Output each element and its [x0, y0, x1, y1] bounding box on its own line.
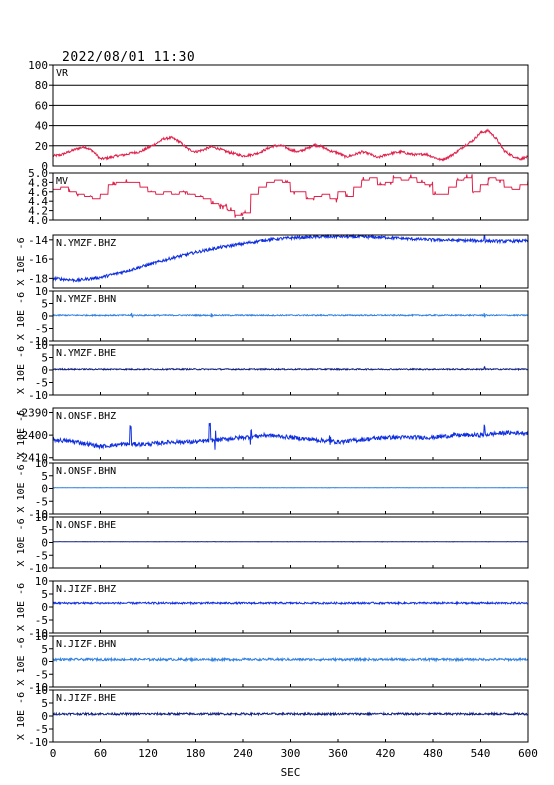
- panel-frame-n-onsf-bhe: [53, 517, 528, 568]
- xtick-label-10: 600: [518, 747, 538, 760]
- ylabel-n-jizf-bhz: X 10E -6: [16, 583, 27, 631]
- ytick-label-vr-3: 80: [35, 79, 48, 92]
- ytick-label-n-ymzf-bhe-0: 10: [35, 339, 48, 352]
- panel-label-n-ymzf-bhn: N.YMZF.BHN: [56, 294, 116, 305]
- xtick-label-2: 120: [138, 747, 158, 760]
- ytick-label-n-ymzf-bhz-2: -18: [28, 272, 48, 285]
- xtick-label-3: 180: [186, 747, 206, 760]
- ytick-label-n-ymzf-bhn-2: 0: [41, 310, 48, 323]
- x-axis-label: SEC: [281, 766, 301, 779]
- panel-label-n-ymzf-bhe: N.YMZF.BHE: [56, 348, 116, 359]
- panel-label-n-jizf-bhn: N.JIZF.BHN: [56, 639, 116, 650]
- waveform-n-ymzf-bhn: [53, 313, 528, 317]
- panel-label-n-jizf-bhz: N.JIZF.BHZ: [56, 584, 116, 595]
- xtick-label-1: 60: [94, 747, 107, 760]
- ytick-label-n-jizf-bhz-1: 5: [41, 588, 48, 601]
- ytick-label-n-onsf-bhe-3: -5: [35, 549, 48, 562]
- ylabel-n-ymzf-bhe: X 10E -6: [16, 346, 27, 394]
- ytick-label-n-jizf-bhe-3: -5: [35, 723, 48, 736]
- ytick-label-n-onsf-bhn-3: -5: [35, 495, 48, 508]
- ytick-label-mv-5: 5.0: [28, 167, 48, 180]
- xtick-label-6: 360: [328, 747, 348, 760]
- panel-label-vr: VR: [56, 68, 69, 79]
- ylabel-n-jizf-bhn: X 10E -6: [16, 637, 27, 685]
- ytick-label-n-jizf-bhe-1: 5: [41, 697, 48, 710]
- panel-label-n-onsf-bhz: N.ONSF.BHZ: [56, 411, 116, 422]
- xtick-label-5: 300: [281, 747, 301, 760]
- ytick-label-n-jizf-bhn-0: 10: [35, 630, 48, 643]
- ytick-label-n-ymzf-bhz-1: -16: [28, 253, 48, 266]
- xtick-label-0: 0: [50, 747, 57, 760]
- ytick-label-n-ymzf-bhn-0: 10: [35, 285, 48, 298]
- panel-label-mv: MV: [56, 176, 68, 187]
- chart-timestamp-title: 2022/08/01 11:30: [62, 50, 195, 65]
- ylabel-n-jizf-bhe: X 10E -6: [16, 692, 27, 740]
- ytick-label-n-onsf-bhe-1: 5: [41, 524, 48, 537]
- ytick-label-vr-0: 20: [35, 140, 48, 153]
- waveform-n-ymzf-bhe: [53, 367, 528, 370]
- waveform-n-onsf-bhz: [53, 423, 528, 450]
- ytick-label-vr-1: 40: [35, 120, 48, 133]
- waveform-vr: [53, 130, 528, 161]
- ytick-label-n-jizf-bhn-2: 0: [41, 656, 48, 669]
- waveform-n-jizf-bhz: [53, 602, 528, 604]
- panel-frame-n-onsf-bhn: [53, 463, 528, 514]
- ytick-label-n-ymzf-bhe-1: 5: [41, 352, 48, 365]
- ytick-label-n-onsf-bhn-2: 0: [41, 483, 48, 496]
- waveform-n-jizf-bhe: [53, 713, 528, 715]
- ytick-label-n-onsf-bhe-4: -10: [28, 562, 48, 575]
- ytick-label-n-onsf-bhn-0: 10: [35, 457, 48, 470]
- ytick-label-n-ymzf-bhe-2: 0: [41, 364, 48, 377]
- ytick-label-n-ymzf-bhz-0: -14: [28, 234, 48, 247]
- ytick-label-n-jizf-bhn-1: 5: [41, 643, 48, 656]
- ylabel-n-onsf-bhn: X 10E -6: [16, 464, 27, 512]
- waveform-n-jizf-bhn: [53, 658, 528, 660]
- ytick-label-n-jizf-bhz-3: -5: [35, 614, 48, 627]
- xtick-label-4: 240: [233, 747, 253, 760]
- ytick-label-n-ymzf-bhe-3: -5: [35, 377, 48, 390]
- ytick-label-n-jizf-bhz-0: 10: [35, 575, 48, 588]
- panel-label-n-jizf-bhe: N.JIZF.BHE: [56, 693, 116, 704]
- panel-frame-n-jizf-bhz: [53, 581, 528, 633]
- panel-frame-n-onsf-bhz: [53, 408, 528, 460]
- ytick-label-vr-4: 100: [28, 59, 48, 72]
- xtick-label-8: 480: [423, 747, 443, 760]
- ytick-label-n-ymzf-bhe-4: -10: [28, 389, 48, 402]
- ytick-label-n-onsf-bhe-2: 0: [41, 537, 48, 550]
- ytick-label-n-jizf-bhn-3: -5: [35, 668, 48, 681]
- ytick-label-n-jizf-bhe-0: 10: [35, 684, 48, 697]
- ytick-label-n-ymzf-bhn-1: 5: [41, 298, 48, 311]
- ytick-label-n-jizf-bhe-4: -10: [28, 736, 48, 749]
- ylabel-n-onsf-bhe: X 10E -6: [16, 518, 27, 566]
- panel-frame-n-jizf-bhe: [53, 690, 528, 742]
- ytick-label-n-jizf-bhe-2: 0: [41, 710, 48, 723]
- xtick-label-9: 540: [471, 747, 491, 760]
- ylabel-n-ymzf-bhn: X 10E -6: [16, 292, 27, 340]
- panel-label-n-ymzf-bhz: N.YMZF.BHZ: [56, 238, 116, 249]
- ylabel-n-ymzf-bhz: X 10E -6: [16, 237, 27, 285]
- ytick-label-n-onsf-bhn-1: 5: [41, 470, 48, 483]
- panel-label-n-onsf-bhn: N.ONSF.BHN: [56, 466, 116, 477]
- ytick-label-n-onsf-bhe-0: 10: [35, 511, 48, 524]
- ytick-label-vr-2: 60: [35, 99, 48, 112]
- panel-frame-n-ymzf-bhz: [53, 235, 528, 288]
- waveform-mv: [53, 174, 528, 217]
- ytick-label-n-ymzf-bhn-3: -5: [35, 323, 48, 336]
- waveform-n-ymzf-bhz: [53, 236, 528, 282]
- xtick-label-7: 420: [376, 747, 396, 760]
- ytick-label-n-jizf-bhz-2: 0: [41, 601, 48, 614]
- panel-label-n-onsf-bhe: N.ONSF.BHE: [56, 520, 116, 531]
- ylabel-n-onsf-bhz: X 10E -6: [16, 410, 27, 458]
